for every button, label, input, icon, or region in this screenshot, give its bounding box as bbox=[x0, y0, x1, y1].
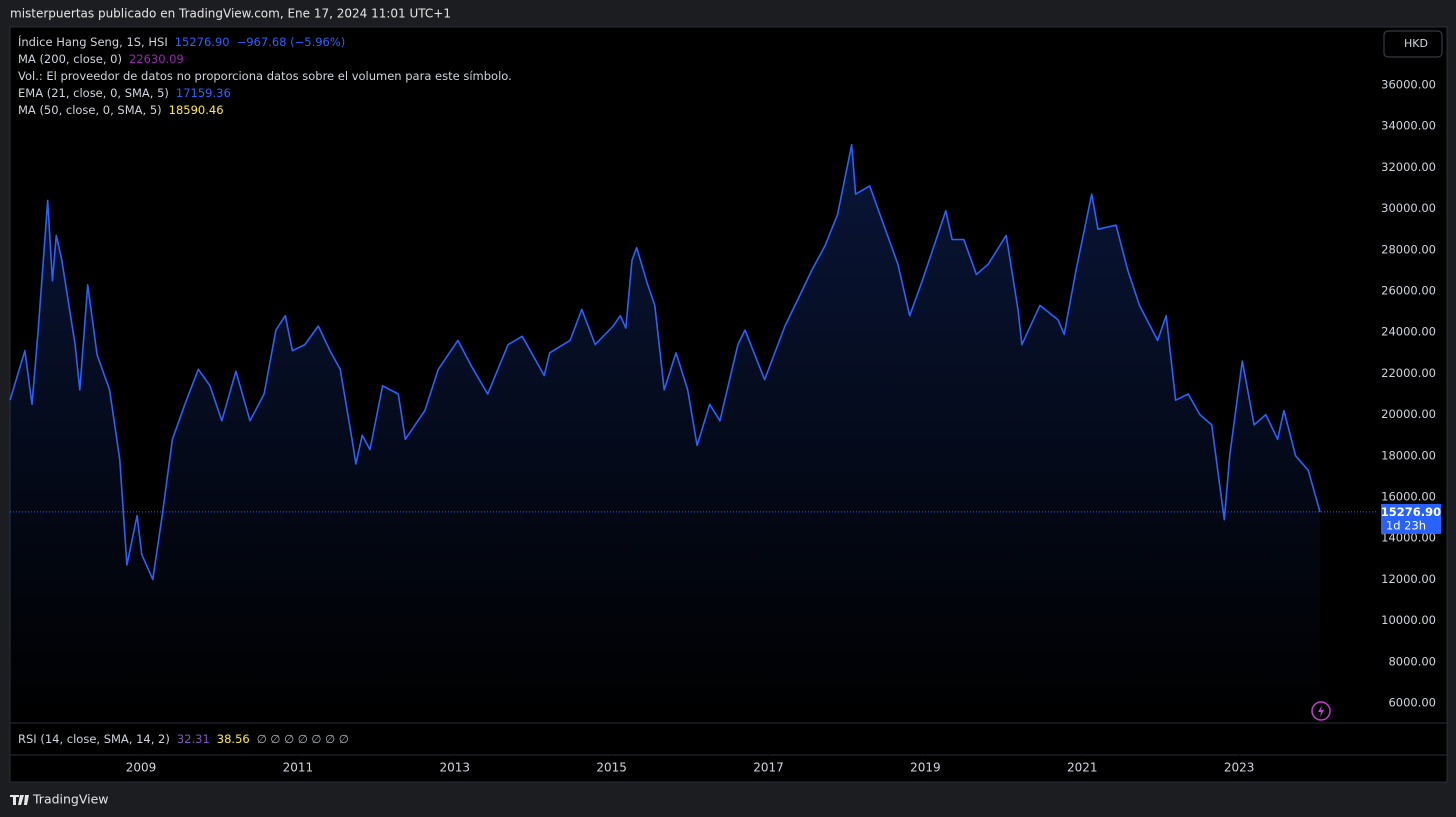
legend-row: EMA (21, close, 0, SMA, 5) 17159.36 bbox=[18, 86, 231, 100]
legend-item: ∅ ∅ ∅ ∅ ∅ ∅ ∅ bbox=[257, 732, 349, 746]
y-tick-label: 28000.00 bbox=[1381, 242, 1436, 256]
footer-brand: TradingView bbox=[32, 792, 109, 807]
x-tick-label: 2015 bbox=[596, 761, 627, 775]
x-tick-label: 2023 bbox=[1224, 761, 1255, 775]
alert-icon-bolt bbox=[1318, 705, 1324, 717]
last-price-label: 15276.90 bbox=[1381, 505, 1441, 519]
currency-button[interactable] bbox=[1383, 30, 1443, 58]
legend-item: 22630.09 bbox=[129, 52, 184, 66]
countdown-label: 1d 23h bbox=[1386, 518, 1426, 532]
y-tick-label: 8000.00 bbox=[1388, 654, 1436, 668]
last-price-badge bbox=[1381, 503, 1441, 534]
x-tick-label: 2019 bbox=[910, 761, 941, 775]
x-tick-label: 2017 bbox=[753, 761, 784, 775]
y-tick-label: 26000.00 bbox=[1381, 284, 1436, 298]
y-tick-label: 24000.00 bbox=[1381, 325, 1436, 339]
y-tick-label: 32000.00 bbox=[1381, 160, 1436, 174]
legend-item: −967.68 (−5.96%) bbox=[237, 35, 346, 49]
y-tick-label: 22000.00 bbox=[1381, 366, 1436, 380]
x-tick-label: 2011 bbox=[283, 761, 314, 775]
legend-item: 18590.46 bbox=[169, 103, 224, 117]
y-tick-label: 20000.00 bbox=[1381, 407, 1436, 421]
legend-row: Índice Hang Seng, 1S, HSI 15276.90 −967.68… bbox=[18, 34, 345, 49]
x-tick-label: 2009 bbox=[126, 761, 157, 775]
legend-item: 32.31 bbox=[177, 732, 210, 746]
x-tick-label: 2013 bbox=[439, 761, 470, 775]
price-area bbox=[10, 144, 1320, 722]
y-tick-label: 16000.00 bbox=[1381, 490, 1436, 504]
price-line bbox=[9, 143, 1321, 581]
legend-item: MA (200, close, 0) bbox=[18, 52, 122, 66]
legend-item: 17159.36 bbox=[176, 86, 231, 100]
legend-item: Índice Hang Seng, 1S, HSI bbox=[18, 34, 168, 49]
tradingview-logo bbox=[10, 795, 29, 805]
legend-row: MA (50, close, 0, SMA, 5) 18590.46 bbox=[18, 103, 224, 117]
legend-item: Vol.: El proveedor de datos no proporcio… bbox=[18, 69, 512, 83]
legend-item: MA (50, close, 0, SMA, 5) bbox=[18, 103, 162, 117]
legend-item: 38.56 bbox=[217, 732, 250, 746]
y-tick-label: 6000.00 bbox=[1388, 696, 1436, 710]
legend-item: EMA (21, close, 0, SMA, 5) bbox=[18, 86, 169, 100]
y-tick-label: 12000.00 bbox=[1381, 572, 1436, 586]
legend-item: 15276.90 bbox=[175, 35, 230, 49]
y-tick-label: 14000.00 bbox=[1381, 531, 1436, 545]
legend-row: RSI (14, close, SMA, 14, 2) 32.31 38.56 ∅ ∅… bbox=[18, 732, 349, 746]
y-tick-label: 30000.00 bbox=[1381, 201, 1436, 215]
legend-item: RSI (14, close, SMA, 14, 2) bbox=[18, 732, 170, 746]
y-tick-label: 34000.00 bbox=[1381, 119, 1436, 133]
y-tick-label: 18000.00 bbox=[1381, 448, 1436, 462]
y-tick-label: 36000.00 bbox=[1381, 78, 1436, 92]
legend-row: MA (200, close, 0) 22630.09 bbox=[18, 52, 184, 66]
y-tick-label: 10000.00 bbox=[1381, 613, 1436, 627]
currency: HKD bbox=[1404, 37, 1428, 50]
publish-header: misterpuertas publicado en TradingView.c… bbox=[10, 7, 451, 21]
legend-row: Vol.: El proveedor de datos no proporcio… bbox=[18, 69, 512, 83]
x-tick-label: 2021 bbox=[1067, 761, 1098, 775]
